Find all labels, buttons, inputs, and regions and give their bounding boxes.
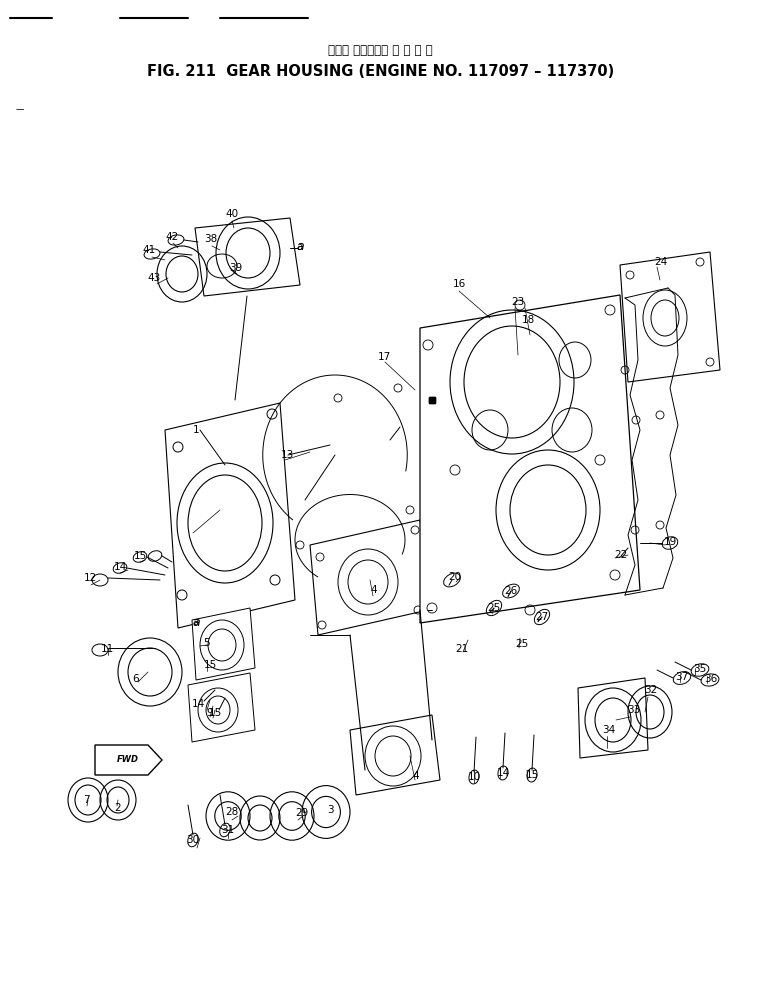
Polygon shape <box>188 673 255 742</box>
Text: 27: 27 <box>536 612 549 622</box>
Text: 15: 15 <box>525 770 539 780</box>
Text: 43: 43 <box>148 273 161 283</box>
Polygon shape <box>192 608 255 680</box>
Text: 5: 5 <box>204 638 210 648</box>
Text: 21: 21 <box>455 644 469 654</box>
Text: 15: 15 <box>209 708 221 718</box>
Text: 29: 29 <box>295 808 309 818</box>
Text: 3: 3 <box>326 805 333 815</box>
Polygon shape <box>578 678 648 758</box>
Text: 40: 40 <box>225 209 238 219</box>
Text: 14: 14 <box>191 699 205 709</box>
Text: 6: 6 <box>132 674 139 684</box>
Text: FIG. 211  GEAR HOUSING (ENGINE NO. 117097 – 117370): FIG. 211 GEAR HOUSING (ENGINE NO. 117097… <box>147 65 614 80</box>
Text: 25: 25 <box>515 639 529 649</box>
Text: 35: 35 <box>693 664 707 674</box>
Text: 22: 22 <box>614 550 628 560</box>
Text: 12: 12 <box>84 573 97 583</box>
Text: 11: 11 <box>100 644 113 654</box>
Text: 19: 19 <box>664 537 677 547</box>
Text: 34: 34 <box>603 725 616 735</box>
Polygon shape <box>310 520 428 635</box>
Text: 14: 14 <box>113 562 126 572</box>
Text: 2: 2 <box>115 803 121 813</box>
Text: 42: 42 <box>165 232 179 242</box>
Text: 15: 15 <box>203 660 217 670</box>
Text: 37: 37 <box>675 672 689 682</box>
Text: 1: 1 <box>193 425 199 435</box>
Text: a: a <box>296 241 304 254</box>
Text: 13: 13 <box>280 450 294 460</box>
Text: 4: 4 <box>371 585 377 595</box>
Polygon shape <box>350 715 440 795</box>
Text: 18: 18 <box>521 315 535 325</box>
Text: 9: 9 <box>207 708 213 718</box>
Text: 39: 39 <box>229 263 243 273</box>
Text: 25: 25 <box>487 603 501 613</box>
Text: a: a <box>193 617 199 627</box>
Text: FWD: FWD <box>117 756 139 765</box>
Text: 16: 16 <box>452 279 466 289</box>
Text: 26: 26 <box>505 586 517 596</box>
Text: 23: 23 <box>511 297 524 307</box>
Text: 33: 33 <box>627 705 641 715</box>
Polygon shape <box>420 295 640 623</box>
Polygon shape <box>165 403 295 628</box>
Text: 30: 30 <box>186 835 199 845</box>
Text: 32: 32 <box>645 685 658 695</box>
Text: —: — <box>16 105 24 114</box>
Polygon shape <box>195 218 300 296</box>
Text: 15: 15 <box>133 551 147 561</box>
Text: 38: 38 <box>205 234 218 244</box>
Text: a: a <box>193 615 200 628</box>
Text: a: a <box>297 242 303 252</box>
Text: 36: 36 <box>705 674 718 684</box>
Text: 17: 17 <box>377 352 390 362</box>
Text: 10: 10 <box>467 772 480 782</box>
Text: 31: 31 <box>221 825 234 835</box>
Text: 41: 41 <box>142 245 156 255</box>
Text: 28: 28 <box>225 807 239 817</box>
Polygon shape <box>95 745 162 775</box>
Text: 4: 4 <box>412 771 419 781</box>
Text: 7: 7 <box>83 795 89 805</box>
Text: 20: 20 <box>448 572 462 582</box>
Polygon shape <box>620 252 720 382</box>
Text: 14: 14 <box>496 768 510 778</box>
Text: ギヤー ハウジング 適 用 号 機: ギヤー ハウジング 適 用 号 機 <box>328 43 433 56</box>
Text: 24: 24 <box>654 257 667 267</box>
